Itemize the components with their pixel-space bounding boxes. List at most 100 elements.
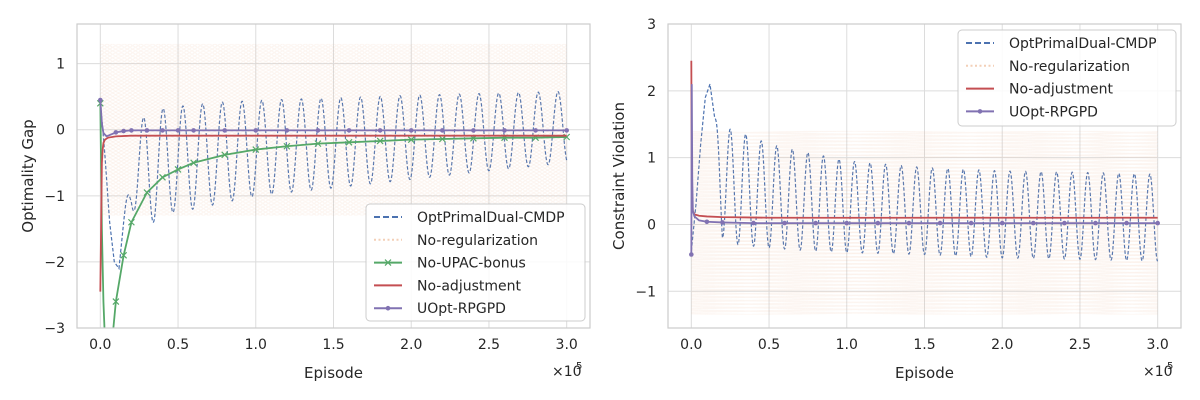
uopt-rpgpd-legend-marker xyxy=(977,109,983,114)
x-tick-label: 3.0 xyxy=(556,337,578,353)
x-tick-label: 1.5 xyxy=(322,337,344,353)
uopt-rpgpd-legend-label: UOpt-RPGPD xyxy=(1009,104,1098,120)
x-tick-label: 2.5 xyxy=(478,337,500,353)
optprimaldual-cmdp-series xyxy=(99,90,568,271)
legend: OptPrimalDual-CMDP No-regularization No-UP… xyxy=(365,203,586,322)
legend: OptPrimalDual-CMDP No-regularization No-ad… xyxy=(957,29,1177,127)
uopt-rpgpd-marker xyxy=(113,130,119,135)
no-regularization-series-line xyxy=(691,130,1158,315)
no-upac-bonus-marker xyxy=(120,251,128,259)
x-offset-text: ×10 xyxy=(552,364,582,380)
uopt-rpgpd-marker xyxy=(315,128,321,133)
no-upac-bonus-marker xyxy=(127,218,135,226)
y-tick-label: −2 xyxy=(44,255,65,271)
optimality-gap-chart: 0.0 0.5 1.0 1.5 2.0 2.5 3.0 −3 −2 −1 0 1 Episode Opti… xyxy=(19,23,591,382)
x-tick-label: 3.0 xyxy=(1147,337,1169,353)
uopt-rpgpd-marker xyxy=(408,128,414,133)
uopt-rpgpd-marker xyxy=(129,128,134,133)
no-upac-bonus-legend-label: No-UPAC-bonus xyxy=(417,256,526,272)
y-tick-label: 0 xyxy=(647,217,656,233)
uopt-rpgpd-marker xyxy=(875,220,881,226)
no-upac-bonus-marker xyxy=(314,140,322,148)
optprimaldual-cmdp-legend-label: OptPrimalDual-CMDP xyxy=(417,210,565,226)
uopt-rpgpd-marker xyxy=(1124,220,1129,226)
uopt-rpgpd-marker xyxy=(937,220,943,226)
x-axis-label: Episode xyxy=(304,364,363,382)
uopt-rpgpd-marker xyxy=(564,128,569,133)
no-regularization-series xyxy=(100,43,567,216)
no-upac-bonus-marker xyxy=(190,159,198,167)
uopt-rpgpd-marker xyxy=(253,128,259,133)
no-upac-bonus-marker xyxy=(407,136,415,144)
no-regularization-legend-label: No-regularization xyxy=(1009,59,1130,75)
uopt-rpgpd-marker xyxy=(346,128,352,133)
x-tick-label: 2.0 xyxy=(400,337,422,353)
no-adjustment-legend-label: No-adjustment xyxy=(1009,82,1113,98)
plot-frame xyxy=(76,23,591,329)
uopt-rpgpd-marker xyxy=(175,128,181,133)
no-upac-bonus-marker xyxy=(376,137,384,145)
x-tick-label: 1.0 xyxy=(836,337,858,353)
uopt-rpgpd-marker xyxy=(377,128,383,133)
legend-box xyxy=(365,203,586,322)
x-tick-label: 2.0 xyxy=(991,337,1013,353)
uopt-rpgpd-marker xyxy=(968,220,974,226)
y-tick-label: 3 xyxy=(647,17,656,33)
no-upac-bonus-marker xyxy=(174,165,182,173)
no-upac-bonus-marker xyxy=(345,138,353,146)
no-upac-bonus-marker xyxy=(159,173,166,181)
uopt-rpgpd-marker xyxy=(191,128,196,133)
uopt-rpgpd-marker xyxy=(1155,220,1160,226)
uopt-rpgpd-marker xyxy=(121,128,126,134)
no-adjustment-legend-label: No-adjustment xyxy=(417,278,521,294)
uopt-rpgpd-marker xyxy=(813,220,818,226)
x-offset-exponent: 5 xyxy=(1167,361,1173,372)
optprimaldual-cmdp-series xyxy=(690,83,1159,262)
x-tick-label: 0.0 xyxy=(89,337,111,353)
no-upac-bonus-marker xyxy=(143,189,151,196)
x-tick-label: 2.5 xyxy=(1069,337,1091,353)
plot-area xyxy=(96,43,571,328)
uopt-rpgpd-marker xyxy=(533,128,538,133)
uopt-rpgpd-marker xyxy=(160,128,165,133)
no-upac-bonus-marker xyxy=(283,142,291,150)
uopt-rpgpd-series xyxy=(99,99,567,138)
uopt-rpgpd-marker xyxy=(1031,220,1036,226)
y-tick-label: 1 xyxy=(647,151,656,167)
optprimaldual-cmdp-legend-label: OptPrimalDual-CMDP xyxy=(1009,36,1157,52)
uopt-rpgpd-marker xyxy=(689,252,694,257)
y-tick-label: 0 xyxy=(56,123,65,139)
x-axis-label: Episode xyxy=(895,364,954,382)
uopt-rpgpd-marker xyxy=(999,220,1005,226)
no-upac-bonus-marker xyxy=(112,298,120,305)
uopt-rpgpd-marker xyxy=(1062,220,1067,226)
uopt-rpgpd-marker xyxy=(704,219,710,225)
no-regularization-series-line xyxy=(100,43,567,216)
y-tick-label: 2 xyxy=(647,84,656,100)
no-upac-bonus-marker xyxy=(438,135,446,143)
no-upac-bonus-marker xyxy=(221,151,229,159)
uopt-rpgpd-marker xyxy=(844,220,850,226)
y-tick-label: −3 xyxy=(44,321,65,337)
uopt-rpgpd-marker xyxy=(222,128,227,133)
x-offset-text: ×10 xyxy=(1143,364,1173,380)
constraint-violation-chart: 0.0 0.5 1.0 1.5 2.0 2.5 3.0 −1 0 1 2 3 Episode Constr… xyxy=(610,17,1182,382)
uopt-rpgpd-legend-label: UOpt-RPGPD xyxy=(417,301,506,317)
x-offset-exponent: 5 xyxy=(576,361,582,372)
plot-frame xyxy=(667,23,1182,329)
uopt-rpgpd-marker xyxy=(720,220,725,225)
x-tick-label: 1.5 xyxy=(913,337,935,353)
x-tick-label: 0.0 xyxy=(680,337,702,353)
y-tick-label: −1 xyxy=(44,189,65,205)
legend-box xyxy=(957,29,1177,127)
uopt-rpgpd-marker xyxy=(782,220,787,226)
no-regularization-series xyxy=(691,130,1158,315)
uopt-rpgpd-marker xyxy=(502,128,507,133)
x-tick-label: 1.0 xyxy=(245,337,267,353)
y-tick-label: −1 xyxy=(635,284,656,300)
uopt-rpgpd-marker xyxy=(144,128,150,133)
uopt-rpgpd-marker xyxy=(98,97,103,103)
x-tick-label: 0.5 xyxy=(167,337,189,353)
uopt-rpgpd-marker xyxy=(284,128,290,133)
